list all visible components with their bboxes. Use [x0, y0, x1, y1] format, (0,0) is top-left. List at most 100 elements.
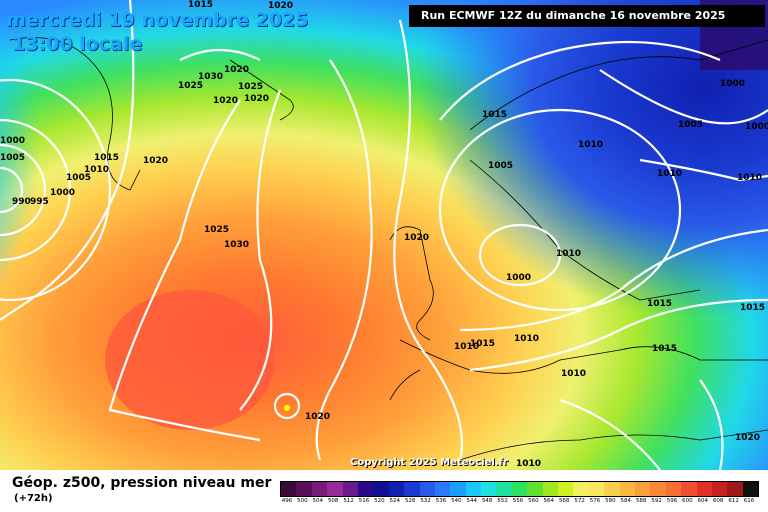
isobar-label: 1030: [198, 72, 223, 82]
scale-tick-label: 500: [297, 498, 308, 504]
forecast-time-title: 13:00 locale: [12, 33, 143, 55]
scale-swatch: [681, 482, 697, 496]
isobar-label: 1015: [188, 0, 213, 10]
scale-swatch: [742, 482, 759, 496]
isobar-label: 1020: [224, 65, 249, 75]
model-run-info: Run ECMWF 12Z du dimanche 16 novembre 20…: [409, 5, 765, 27]
scale-swatch: [388, 482, 405, 496]
forecast-date-title: mercredi 19 novembre 2025: [6, 9, 309, 31]
scale-tick-label: 528: [404, 498, 416, 504]
isobar-label: 1000: [506, 273, 531, 283]
scale-swatch: [281, 482, 297, 496]
isobar-label: 1010: [516, 459, 541, 469]
color-scale-labels: 496 500 504 508 512 516 520 524 528 532 536 540 544 5…: [280, 498, 760, 508]
isobar-label: 1020: [143, 156, 168, 166]
isobar-label: 1020: [305, 412, 330, 422]
low-pressure-field: [340, 0, 768, 360]
scale-tick-label: 604: [697, 498, 709, 504]
isobar-label: 1010: [737, 173, 762, 183]
scale-swatch: [419, 482, 435, 496]
isobar-label: 1025: [178, 81, 203, 91]
scale-tick-label: 532: [420, 498, 431, 504]
isobar-label: 1020: [213, 96, 238, 106]
scale-tick-label: 612: [728, 498, 739, 504]
scale-tick-label: 556: [512, 498, 524, 504]
high-core: [105, 290, 275, 430]
isobar-label: 1000: [720, 79, 745, 89]
scale-swatch: [727, 482, 743, 496]
isobar-label: 1015: [482, 110, 507, 120]
isobar-label: 1010: [561, 369, 586, 379]
scale-swatch: [373, 482, 389, 496]
scale-swatch: [711, 482, 728, 496]
scale-swatch: [588, 482, 605, 496]
scale-swatch: [573, 482, 589, 496]
isobar-label: 1005: [0, 153, 25, 163]
scale-swatch: [496, 482, 512, 496]
isobar-label: 1020: [404, 233, 429, 243]
isobar-label: 1025: [204, 225, 229, 235]
scale-swatch: [604, 482, 620, 496]
scale-swatch: [527, 482, 543, 496]
scale-tick-label: 608: [712, 498, 724, 504]
scale-swatch: [650, 482, 666, 496]
isobar-label: 1015: [647, 299, 672, 309]
scale-tick-label: 504: [312, 498, 324, 504]
scale-swatch: [311, 482, 328, 496]
scale-tick-label: 564: [543, 498, 555, 504]
scale-tick-label: 596: [666, 498, 678, 504]
scale-tick-label: 616: [743, 498, 755, 504]
isobar-label: 1020: [268, 1, 293, 11]
scale-tick-label: 540: [451, 498, 462, 504]
color-scale: [280, 481, 760, 497]
legend-bar: Géop. z500, pression niveau mer (+72h) 4…: [0, 470, 768, 512]
isobar-label: 995: [30, 197, 49, 207]
isobar-label: 1000: [0, 136, 25, 146]
isobar-label: 1005: [678, 120, 703, 130]
scale-tick-label: 560: [528, 498, 539, 504]
scale-tick-label: 524: [389, 498, 401, 504]
scale-swatch: [634, 482, 651, 496]
isobar-label: 1000: [50, 188, 75, 198]
isobar-label: 1010: [514, 334, 539, 344]
scale-tick-label: 588: [635, 498, 647, 504]
isobar-label: 990: [12, 197, 31, 207]
isobar-label: 1010: [454, 342, 479, 352]
scale-tick-label: 572: [574, 498, 585, 504]
isobar-label: 1010: [578, 140, 603, 150]
scale-tick-label: 568: [558, 498, 570, 504]
scale-tick-label: 552: [497, 498, 508, 504]
high-marker: ●: [284, 403, 291, 412]
isobar-label: 1010: [657, 169, 682, 179]
scale-swatch: [434, 482, 451, 496]
scale-swatch: [665, 482, 682, 496]
scale-tick-label: 600: [682, 498, 693, 504]
copyright-notice: Copyright 2025 Meteociel.fr: [350, 457, 508, 468]
isobar-label: 1010: [84, 165, 109, 175]
scale-tick-label: 592: [651, 498, 662, 504]
isobar-label: 1015: [470, 339, 495, 349]
legend-title: Géop. z500, pression niveau mer: [12, 475, 272, 491]
isobar-label: 1020: [244, 94, 269, 104]
scale-swatch: [450, 482, 466, 496]
scale-swatch: [342, 482, 358, 496]
isobar-label: 1000: [745, 122, 768, 132]
scale-swatch: [558, 482, 574, 496]
scale-tick-label: 536: [435, 498, 447, 504]
isobar-label: 1010: [556, 249, 581, 259]
scale-swatch: [696, 482, 712, 496]
isobars: [0, 0, 768, 470]
scale-swatch: [404, 482, 420, 496]
scale-tick-label: 576: [589, 498, 601, 504]
scale-tick-label: 544: [466, 498, 478, 504]
scale-swatch: [357, 482, 374, 496]
scale-tick-label: 548: [481, 498, 493, 504]
scale-tick-label: 584: [620, 498, 632, 504]
isobar-label: 1020: [735, 433, 760, 443]
isobar-label: 1005: [488, 161, 513, 171]
scale-swatch: [327, 482, 343, 496]
scale-swatch: [542, 482, 559, 496]
isobar-label: 1015: [740, 303, 765, 313]
isobar-labels: 1015 1020 1030 1025 1020 1025 1020 1020 …: [0, 0, 768, 469]
scale-tick-label: 580: [605, 498, 616, 504]
